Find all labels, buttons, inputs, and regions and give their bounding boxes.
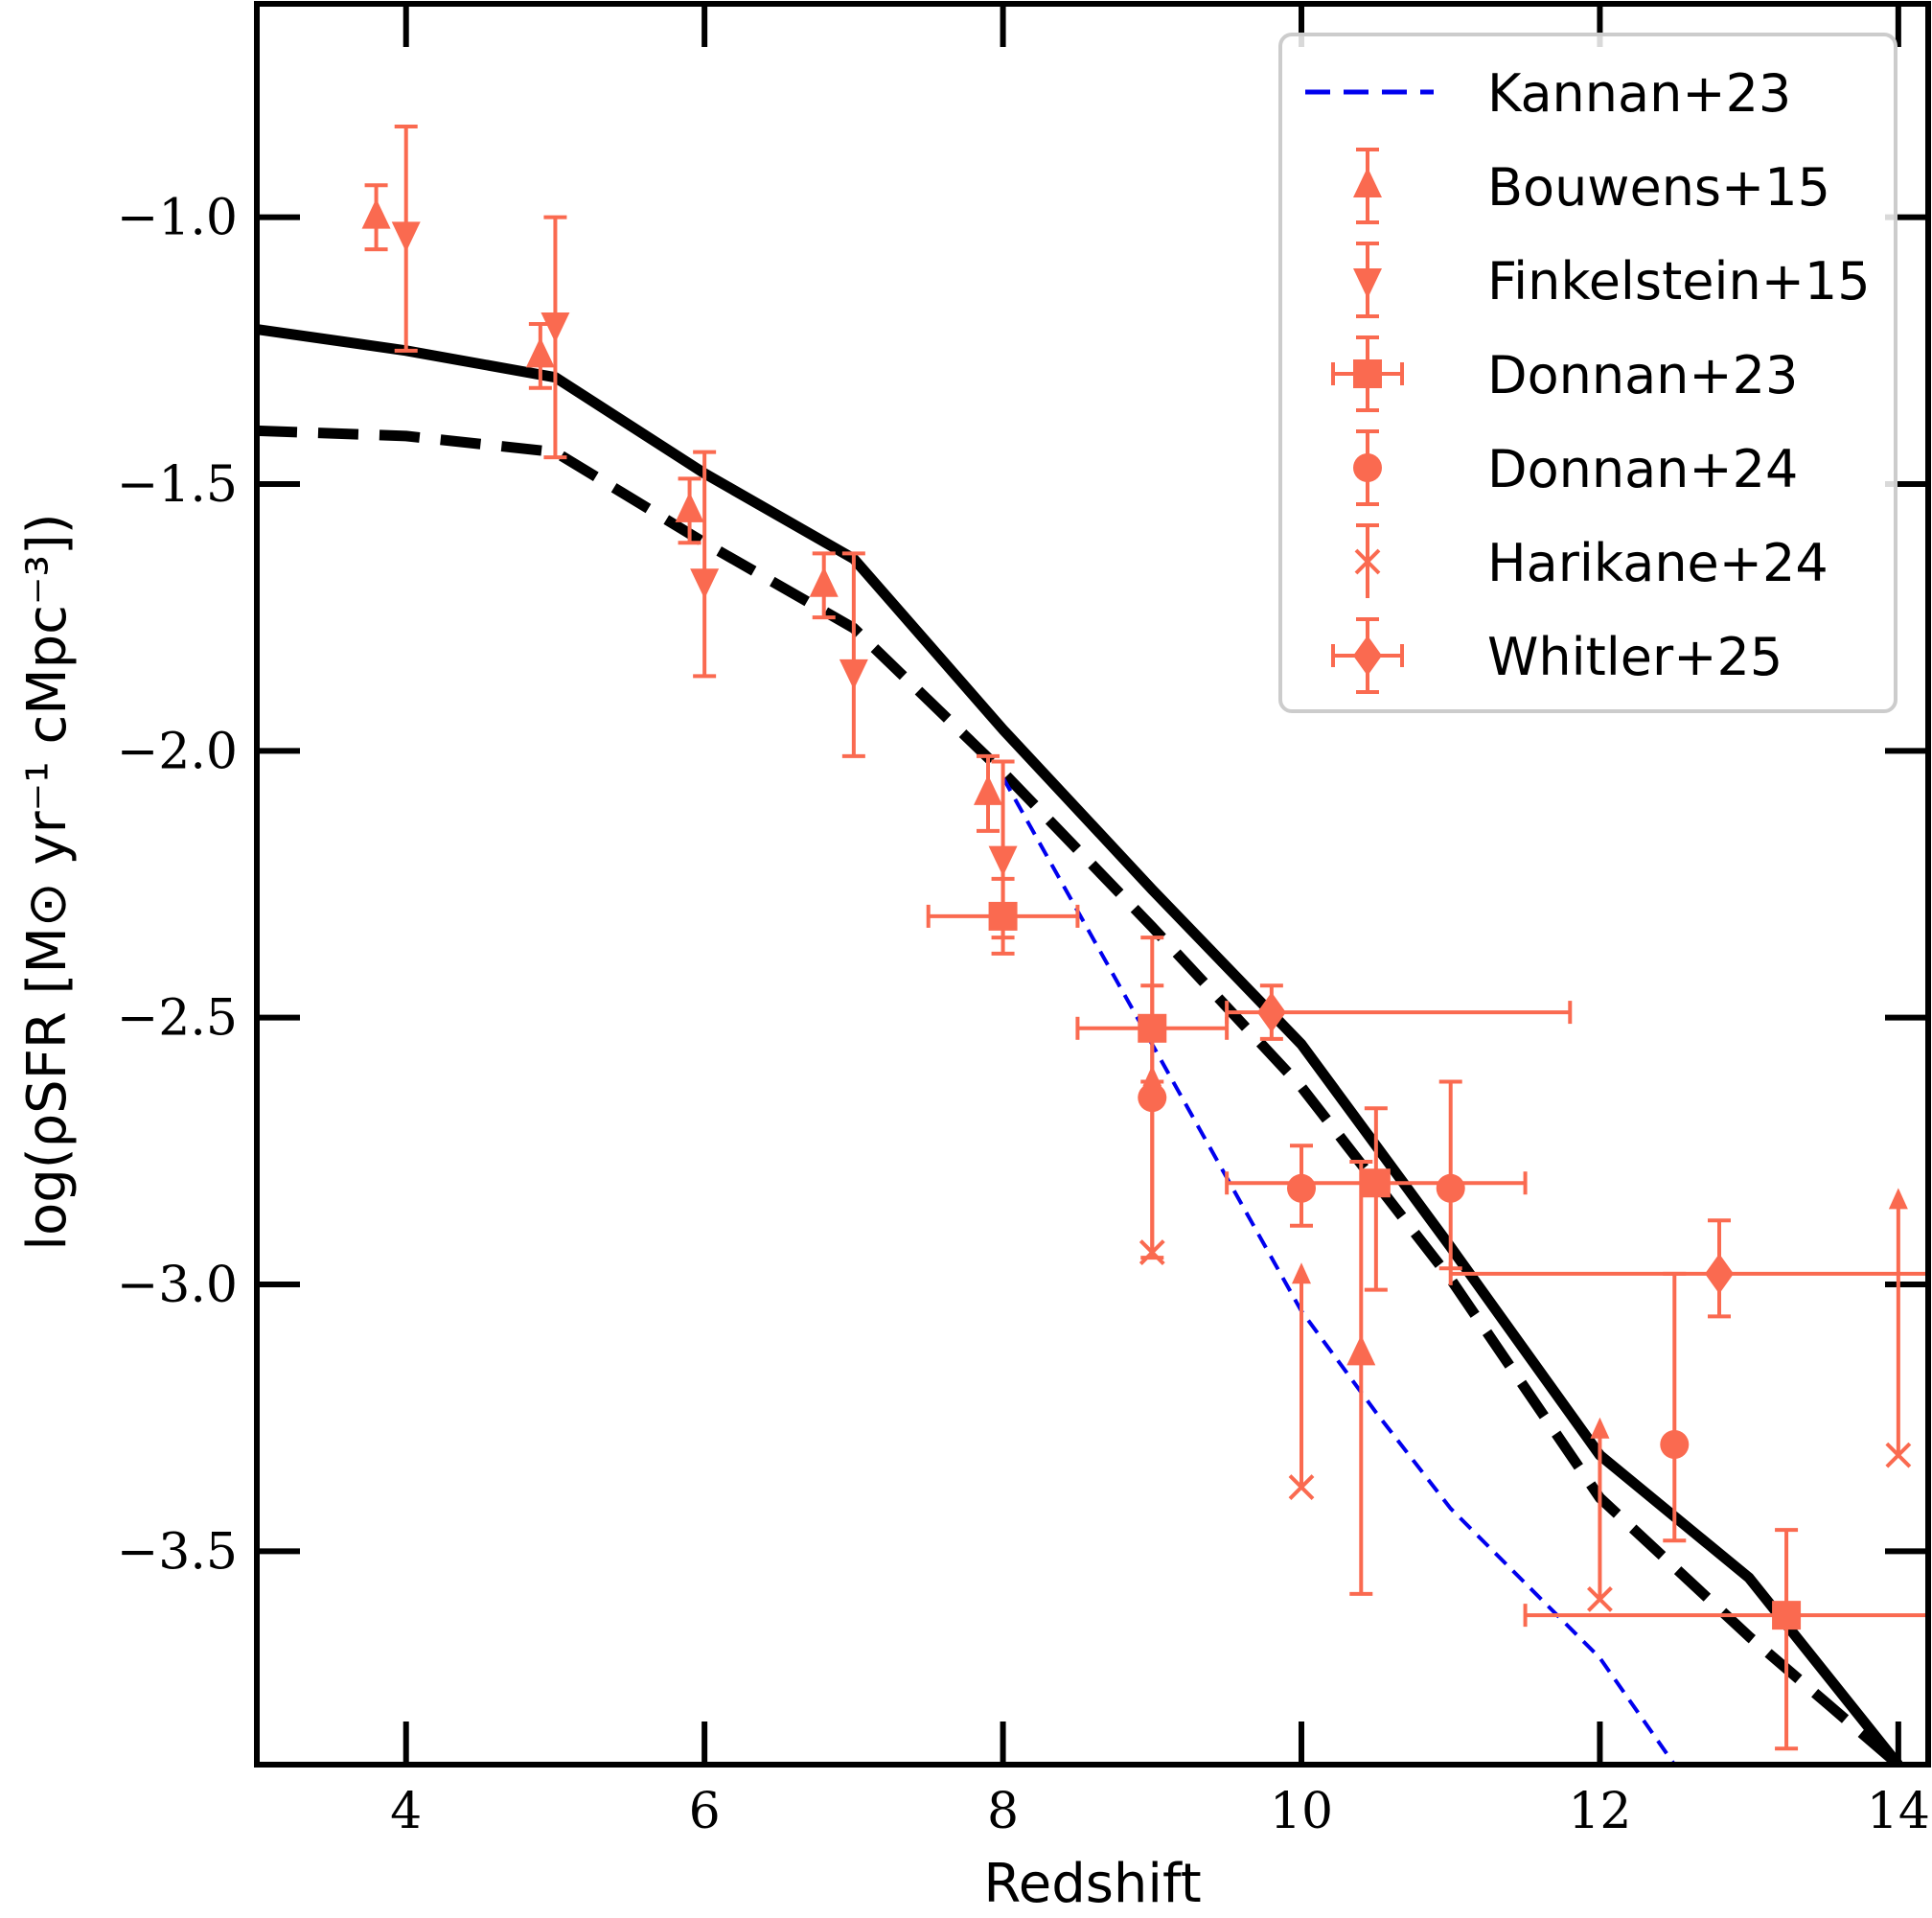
legend-marker-circle (1353, 453, 1382, 482)
data-point-triangle-up (1346, 1159, 1376, 1596)
data-marker-square (1361, 1168, 1391, 1198)
data-marker-triangle-up (361, 198, 391, 229)
limit-arrow-head (1590, 1417, 1610, 1439)
legend-label: Harikane+24 (1487, 533, 1828, 593)
y-tick-label: −2.5 (117, 990, 238, 1048)
limit-arrow-head (1888, 1188, 1908, 1210)
legend-label: Kannan+23 (1487, 63, 1791, 124)
data-point-x (1587, 1417, 1613, 1612)
legend: Kannan+23 Bouwens+15 Finkelstein+15 Donnan+… (1278, 33, 1898, 713)
x-tick-label: 8 (987, 1783, 1019, 1840)
x-marker-stroke (1885, 1442, 1912, 1468)
model-dashed (257, 425, 1902, 1765)
data-point-square (926, 876, 1080, 956)
data-marker-triangle-up (675, 492, 704, 522)
data-point-x (1138, 1065, 1165, 1266)
data-point-triangle-down (391, 125, 421, 353)
y-tick-label: −1.0 (117, 190, 238, 247)
x-marker-stroke (1138, 1239, 1165, 1266)
kannan-line (1000, 776, 1676, 1765)
legend-marker-square (1353, 359, 1382, 388)
plot-frame (254, 1, 1931, 1768)
x-marker-stroke (1288, 1474, 1315, 1500)
x-marker-stroke (1587, 1586, 1613, 1612)
legend-label: Finkelstein+15 (1487, 251, 1871, 312)
data-marker-triangle-down (988, 845, 1018, 877)
data-marker-x (1138, 1239, 1165, 1266)
data-point-circle (1287, 1144, 1316, 1228)
data-point-triangle-down (690, 450, 720, 679)
data-marker-circle (1436, 1173, 1465, 1203)
data-point-square (1225, 1106, 1528, 1292)
limit-arrow-head (1142, 1065, 1162, 1087)
legend-marker-triangle-up (1353, 167, 1382, 197)
legend-marker-diamond (1353, 635, 1382, 676)
data-point-triangle-up (974, 753, 1002, 833)
data-marker-triangle-down (690, 568, 720, 599)
legend-marker-triangle-down (1353, 268, 1382, 299)
data-point-square (1523, 1528, 1928, 1751)
data-point-triangle-up (525, 322, 555, 390)
data-marker-square (988, 901, 1018, 931)
data-point-circle (1436, 1079, 1465, 1271)
limit-arrow-head (1292, 1262, 1311, 1284)
data-marker-diamond (1705, 1253, 1734, 1294)
data-marker-circle (1660, 1430, 1690, 1459)
y-tick-label: −1.5 (117, 456, 238, 514)
data-marker-diamond (1256, 992, 1286, 1033)
model-solid (257, 324, 1903, 1765)
legend-label: Bouwens+15 (1487, 157, 1830, 218)
data-marker-triangle-up (525, 336, 555, 368)
data-marker-square (1772, 1601, 1802, 1630)
data-point-x (1288, 1262, 1315, 1500)
data-marker-x (1288, 1474, 1315, 1500)
data-marker-x (1885, 1442, 1912, 1468)
legend-label: Donnan+23 (1487, 345, 1798, 405)
x-marker-stroke (1354, 548, 1381, 575)
y-axis-title: log(ρSFR [M⊙ yr⁻¹ cMpc⁻³]) (16, 513, 79, 1250)
legend-label: Donnan+24 (1487, 439, 1798, 499)
legend-marker-x (1354, 548, 1381, 575)
x-tick-label: 10 (1270, 1783, 1333, 1840)
x-tick-label: 14 (1867, 1783, 1930, 1840)
data-point-triangle-up (809, 551, 839, 620)
y-tick-label: −3.0 (117, 1257, 238, 1314)
data-marker-triangle-down (540, 312, 570, 343)
data-point-diamond (1448, 1218, 1928, 1319)
data-point-triangle-up (675, 476, 704, 545)
data-point-triangle-down (839, 551, 868, 758)
data-point-triangle-down (540, 215, 570, 460)
x-axis-title: Redshift (983, 1853, 1201, 1915)
data-marker-triangle-down (839, 659, 868, 690)
data-marker-triangle-down (391, 221, 421, 252)
data-marker-triangle-up (974, 774, 1002, 805)
data-point-x (1885, 1188, 1912, 1468)
legend-box (1278, 33, 1898, 713)
data-point-circle (1660, 1271, 1690, 1543)
x-tick-label: 6 (689, 1783, 721, 1840)
data-point-diamond (1225, 983, 1573, 1041)
legend-label: Whitler+25 (1487, 627, 1782, 687)
data-marker-x (1587, 1586, 1613, 1612)
x-tick-label: 12 (1568, 1783, 1631, 1840)
y-tick-label: −3.5 (117, 1523, 238, 1581)
y-tick-label: −2.0 (117, 723, 238, 780)
data-marker-triangle-up (809, 566, 839, 597)
data-point-triangle-up (361, 183, 391, 252)
data-marker-triangle-up (1346, 1334, 1376, 1366)
data-marker-circle (1287, 1173, 1316, 1203)
x-tick-label: 4 (390, 1783, 422, 1840)
